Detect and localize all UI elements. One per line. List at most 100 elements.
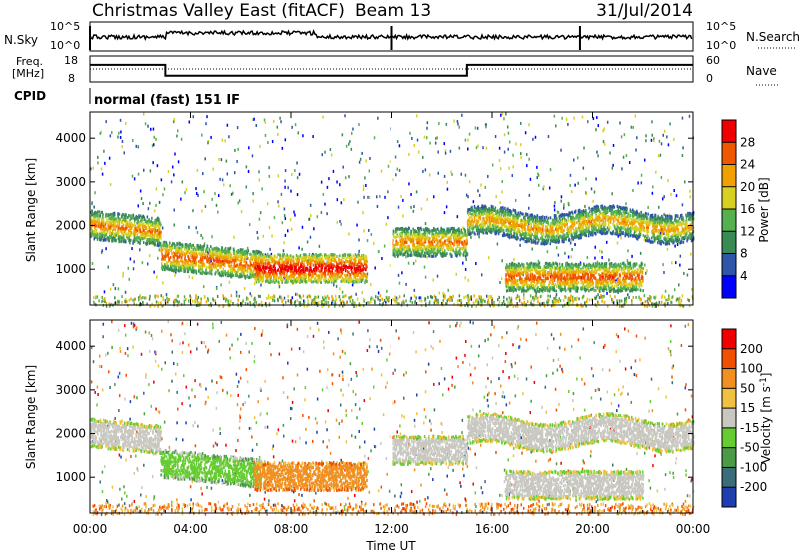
scatter-point — [160, 231, 162, 234]
scatter-point — [261, 301, 263, 304]
scatter-point — [100, 132, 102, 135]
scatter-point — [490, 296, 492, 299]
scatter-point — [577, 182, 579, 185]
scatter-point — [548, 135, 550, 138]
scatter-point — [288, 299, 290, 302]
scatter-point — [156, 301, 158, 304]
scatter-point — [419, 299, 421, 302]
scatter-point — [346, 301, 348, 304]
scatter-point — [587, 256, 589, 259]
scatter-point — [216, 204, 218, 207]
scatter-point — [670, 193, 672, 196]
scatter-point — [178, 295, 180, 298]
scatter-point — [318, 301, 320, 304]
scatter-point — [174, 223, 176, 226]
scatter-point — [509, 140, 511, 143]
scatter-point — [624, 133, 626, 136]
scatter-point — [184, 295, 186, 298]
scatter-point — [294, 214, 296, 217]
scatter-point — [535, 136, 537, 139]
scatter-point — [93, 301, 95, 304]
scatter-point — [500, 167, 502, 170]
scatter-point — [94, 191, 96, 194]
scatter-point — [380, 294, 382, 297]
scatter-point — [477, 144, 479, 147]
scatter-point — [550, 295, 552, 298]
scatter-point — [121, 145, 123, 148]
scatter-point — [105, 247, 107, 250]
scatter-point — [499, 147, 501, 150]
scatter-point — [620, 237, 622, 240]
scatter-point — [102, 173, 104, 176]
scatter-point — [568, 202, 570, 205]
scatter-point — [689, 115, 691, 118]
scatter-point — [117, 136, 119, 139]
scatter-point — [283, 241, 285, 244]
scatter-point — [211, 235, 213, 238]
scatter-point — [623, 156, 625, 159]
scatter-point — [682, 117, 684, 120]
scatter-point — [378, 291, 380, 294]
scatter-point — [492, 164, 494, 167]
scatter-point — [488, 302, 490, 305]
scatter-point — [625, 301, 627, 304]
scatter-point — [139, 224, 141, 227]
scatter-point — [222, 139, 224, 142]
scatter-point — [339, 183, 341, 186]
scatter-point — [612, 167, 614, 170]
scatter-point — [449, 299, 451, 302]
scatter-point — [117, 224, 119, 227]
scatter-point — [598, 302, 600, 305]
scatter-point — [628, 296, 630, 299]
scatter-point — [560, 299, 562, 302]
scatter-point — [408, 153, 410, 156]
scatter-point — [414, 301, 416, 304]
scatter-point — [662, 294, 664, 297]
scatter-point — [223, 183, 225, 186]
scatter-point — [363, 229, 365, 232]
scatter-point — [351, 132, 353, 135]
scatter-point — [644, 238, 646, 241]
scatter-point — [203, 190, 205, 193]
scatter-point — [195, 294, 197, 297]
scatter-point — [570, 174, 572, 177]
scatter-point — [199, 302, 201, 305]
scatter-point — [408, 262, 410, 265]
scatter-point — [162, 193, 164, 196]
scatter-point — [141, 232, 143, 235]
scatter-point — [291, 126, 293, 129]
scatter-point — [252, 192, 254, 195]
scatter-point — [421, 207, 423, 210]
scatter-point — [509, 296, 511, 299]
scatter-point — [339, 287, 341, 290]
scatter-point — [174, 152, 176, 155]
scatter-point — [568, 255, 570, 258]
scatter-point — [181, 138, 183, 141]
scatter-point — [535, 297, 537, 300]
scatter-point — [603, 140, 605, 143]
scatter-point — [203, 285, 205, 288]
scatter-point — [450, 171, 452, 174]
scatter-point — [658, 154, 660, 157]
scatter-point — [120, 130, 122, 133]
scatter-point — [651, 134, 653, 137]
scatter-point — [480, 184, 482, 187]
scatter-point — [361, 152, 363, 155]
scatter-point — [274, 216, 276, 219]
scatter-point — [461, 114, 463, 117]
scatter-point — [410, 193, 412, 196]
scatter-point — [104, 290, 106, 293]
scatter-point — [536, 166, 538, 169]
scatter-point — [409, 132, 411, 135]
scatter-point — [297, 193, 299, 196]
scatter-point — [561, 195, 563, 198]
scatter-point — [273, 294, 275, 297]
scatter-point — [414, 289, 416, 292]
scatter-point — [273, 120, 275, 123]
scatter-point — [157, 164, 159, 167]
scatter-point — [210, 136, 212, 139]
scatter-point — [437, 275, 439, 278]
scatter-point — [304, 301, 306, 304]
scatter-point — [499, 300, 501, 303]
scatter-point — [297, 299, 299, 302]
